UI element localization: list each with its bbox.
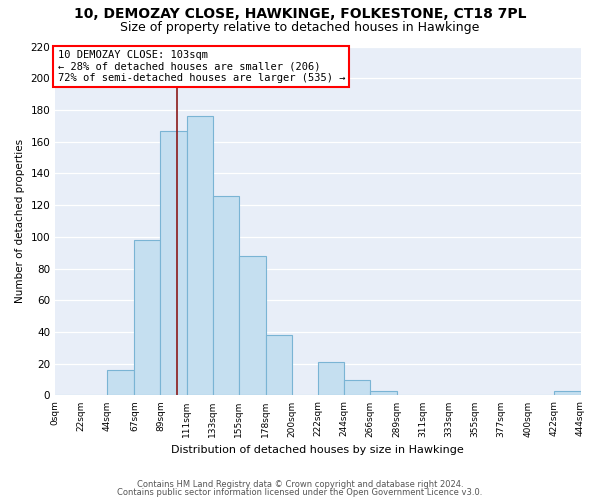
Y-axis label: Number of detached properties: Number of detached properties [15,139,25,303]
Bar [239,256,266,396]
Bar [370,390,397,396]
Text: 10, DEMOZAY CLOSE, HAWKINGE, FOLKESTONE, CT18 7PL: 10, DEMOZAY CLOSE, HAWKINGE, FOLKESTONE,… [74,8,526,22]
Text: Size of property relative to detached houses in Hawkinge: Size of property relative to detached ho… [121,21,479,34]
X-axis label: Distribution of detached houses by size in Hawkinge: Distribution of detached houses by size … [172,445,464,455]
Bar [554,390,581,396]
Text: 10 DEMOZAY CLOSE: 103sqm
← 28% of detached houses are smaller (206)
72% of semi-: 10 DEMOZAY CLOSE: 103sqm ← 28% of detach… [58,50,345,83]
Bar [212,196,239,396]
Bar [107,370,134,396]
Bar [160,130,187,396]
Bar [266,335,292,396]
Bar [318,362,344,396]
Bar [344,380,370,396]
Text: Contains HM Land Registry data © Crown copyright and database right 2024.: Contains HM Land Registry data © Crown c… [137,480,463,489]
Bar [187,116,212,396]
Bar [134,240,160,396]
Text: Contains public sector information licensed under the Open Government Licence v3: Contains public sector information licen… [118,488,482,497]
